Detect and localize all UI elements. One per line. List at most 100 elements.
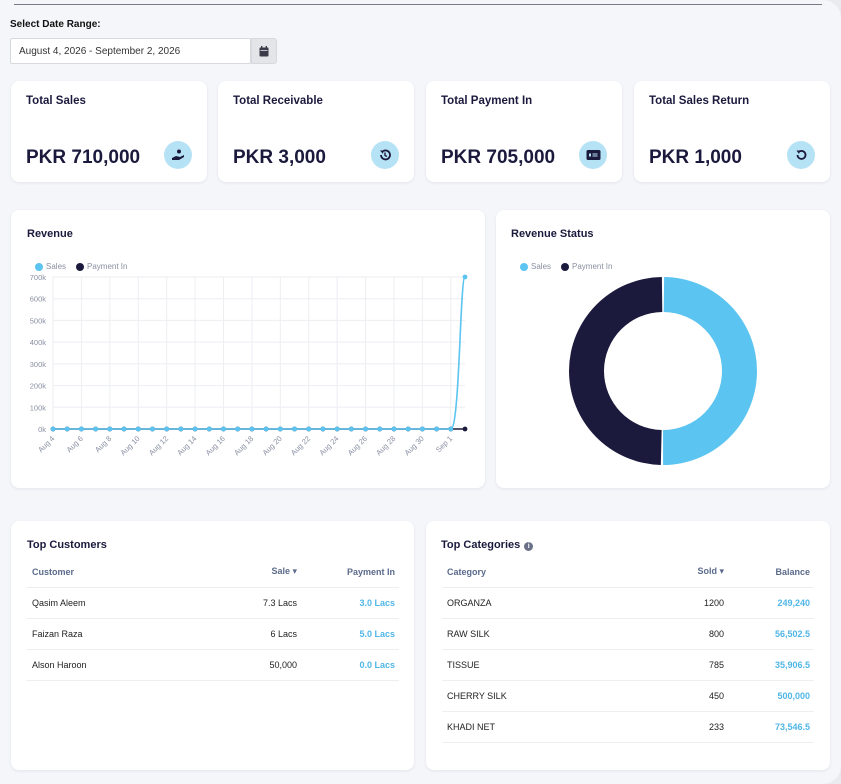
series-line-sales bbox=[52, 276, 466, 430]
category-balance: 73,546.5 bbox=[724, 711, 814, 743]
top-divider bbox=[14, 4, 822, 5]
stat-value: PKR 1,000 bbox=[649, 147, 742, 168]
donut-slice-payment-in bbox=[569, 277, 663, 465]
hand-coin-icon bbox=[164, 141, 192, 169]
table-row[interactable]: RAW SILK 800 56,502.5 bbox=[442, 618, 814, 650]
x-tick-label: Aug 6 bbox=[65, 434, 85, 454]
x-tick-label: Aug 12 bbox=[147, 434, 170, 457]
data-point-sales bbox=[391, 426, 397, 432]
y-tick-label: 500k bbox=[30, 316, 47, 325]
x-tick-label: Aug 24 bbox=[317, 434, 340, 457]
x-tick-label: Aug 10 bbox=[118, 434, 141, 457]
x-tick-label: Aug 4 bbox=[36, 434, 56, 454]
category-sold: 1200 bbox=[632, 587, 724, 619]
top-categories-table: Category Sold ▾ Balance ORGANZA 1200 249… bbox=[442, 557, 814, 743]
column-header-customer[interactable]: Customer bbox=[27, 557, 197, 588]
table-row[interactable]: TISSUE 785 35,906.5 bbox=[442, 649, 814, 681]
top-customers-card: Top Customers Customer Sale ▾ Payment In… bbox=[11, 521, 414, 770]
top-customers-table: Customer Sale ▾ Payment In Qasim Aleem 7… bbox=[27, 557, 399, 681]
y-tick-label: 100k bbox=[30, 403, 47, 412]
stat-value: PKR 705,000 bbox=[441, 147, 556, 168]
data-point-sales bbox=[277, 426, 283, 432]
table-row[interactable]: KHADI NET 233 73,546.5 bbox=[442, 711, 814, 743]
category-name: CHERRY SILK bbox=[442, 680, 632, 712]
data-point-sales bbox=[249, 426, 255, 432]
customer-sale: 7.3 Lacs bbox=[197, 587, 297, 619]
top-categories-title: Top Categories bbox=[441, 539, 521, 551]
y-tick-label: 600k bbox=[30, 295, 47, 304]
table-row[interactable]: Faizan Raza 6 Lacs 5.0 Lacs bbox=[27, 618, 399, 650]
x-tick-label: Aug 22 bbox=[289, 434, 312, 457]
category-balance: 35,906.5 bbox=[724, 649, 814, 681]
data-point-sales bbox=[135, 426, 141, 432]
stat-value: PKR 3,000 bbox=[233, 147, 326, 168]
legend-item-payment-in[interactable]: Payment In bbox=[76, 262, 127, 271]
category-balance: 249,240 bbox=[724, 587, 814, 619]
calendar-button[interactable] bbox=[251, 38, 277, 64]
customer-sale: 50,000 bbox=[197, 649, 297, 681]
legend-label-sales: Sales bbox=[531, 262, 552, 271]
legend-dot-sales bbox=[35, 262, 43, 271]
stat-title: Total Receivable bbox=[233, 95, 323, 107]
customer-name: Alson Haroon bbox=[27, 649, 197, 681]
donut-slice-sales bbox=[663, 277, 757, 465]
data-point-sales bbox=[405, 426, 411, 432]
customer-sale: 6 Lacs bbox=[197, 618, 297, 650]
x-tick-label: Aug 28 bbox=[374, 434, 397, 457]
calendar-icon bbox=[259, 45, 269, 56]
legend-item-sales[interactable]: Sales bbox=[35, 262, 66, 271]
table-header-row: Customer Sale ▾ Payment In bbox=[27, 557, 399, 588]
data-point-sales bbox=[434, 426, 439, 432]
data-point-sales bbox=[306, 426, 312, 432]
table-row[interactable]: ORGANZA 1200 249,240 bbox=[442, 587, 814, 619]
data-point-payment-in bbox=[462, 426, 468, 432]
column-header-sale[interactable]: Sale ▾ bbox=[197, 557, 297, 588]
revenue-status-legend: Sales Payment In bbox=[520, 262, 612, 271]
data-point-sales bbox=[192, 426, 198, 432]
data-point-sales bbox=[150, 426, 155, 432]
customer-payment: 3.0 Lacs bbox=[297, 587, 399, 619]
undo-icon bbox=[787, 141, 815, 169]
column-header-balance[interactable]: Balance bbox=[724, 557, 814, 588]
revenue-status-donut-chart bbox=[569, 277, 757, 465]
x-tick-label: Aug 8 bbox=[93, 434, 113, 454]
date-range-label: Select Date Range: bbox=[10, 19, 101, 30]
data-point-sales bbox=[50, 426, 56, 432]
table-row[interactable]: CHERRY SILK 450 500,000 bbox=[442, 680, 814, 712]
legend-item-payment-in[interactable]: Payment In bbox=[561, 262, 612, 271]
category-sold: 785 bbox=[632, 649, 724, 681]
x-tick-label: Aug 20 bbox=[261, 434, 284, 457]
data-point-sales bbox=[164, 426, 170, 432]
date-range-input[interactable]: August 4, 2026 - September 2, 2026 bbox=[10, 38, 251, 64]
data-point-sales bbox=[235, 426, 241, 432]
category-name: TISSUE bbox=[442, 649, 632, 681]
data-point-sales bbox=[292, 426, 297, 432]
data-point-sales bbox=[107, 426, 113, 432]
info-icon[interactable]: i bbox=[524, 542, 534, 551]
revenue-status-title: Revenue Status bbox=[511, 228, 594, 240]
legend-item-sales[interactable]: Sales bbox=[520, 262, 551, 271]
payment-card-icon bbox=[579, 141, 607, 169]
revenue-card: Revenue Sales Payment In 0k 100k 200k 300k 4… bbox=[11, 210, 485, 488]
column-header-payment-in[interactable]: Payment In bbox=[297, 557, 399, 588]
column-header-category[interactable]: Category bbox=[442, 557, 632, 588]
table-row[interactable]: Alson Haroon 50,000 0.0 Lacs bbox=[27, 649, 399, 681]
stat-title: Total Sales bbox=[26, 95, 86, 107]
y-tick-label: 400k bbox=[30, 338, 47, 347]
data-point-sales bbox=[178, 426, 184, 432]
customer-name: Faizan Raza bbox=[27, 618, 197, 650]
stat-value: PKR 710,000 bbox=[26, 147, 141, 168]
y-tick-label: 300k bbox=[30, 360, 47, 369]
revenue-line-chart: 0k 100k 200k 300k 400k 500k 600k 700k Aug 4 Aug 6… bbox=[30, 273, 468, 457]
table-row[interactable]: Qasim Aleem 7.3 Lacs 3.0 Lacs bbox=[27, 587, 399, 619]
x-tick-label: Aug 30 bbox=[403, 434, 426, 457]
legend-label-payment-in: Payment In bbox=[572, 262, 613, 271]
stat-card-total-receivable: Total Receivable PKR 3,000 bbox=[218, 81, 414, 182]
data-point-sales bbox=[419, 426, 425, 432]
revenue-legend: Sales Payment In bbox=[35, 262, 127, 271]
column-header-sold[interactable]: Sold ▾ bbox=[632, 557, 724, 588]
data-point-sales bbox=[79, 426, 84, 432]
customer-payment: 0.0 Lacs bbox=[297, 649, 399, 681]
data-point-sales bbox=[448, 426, 454, 432]
